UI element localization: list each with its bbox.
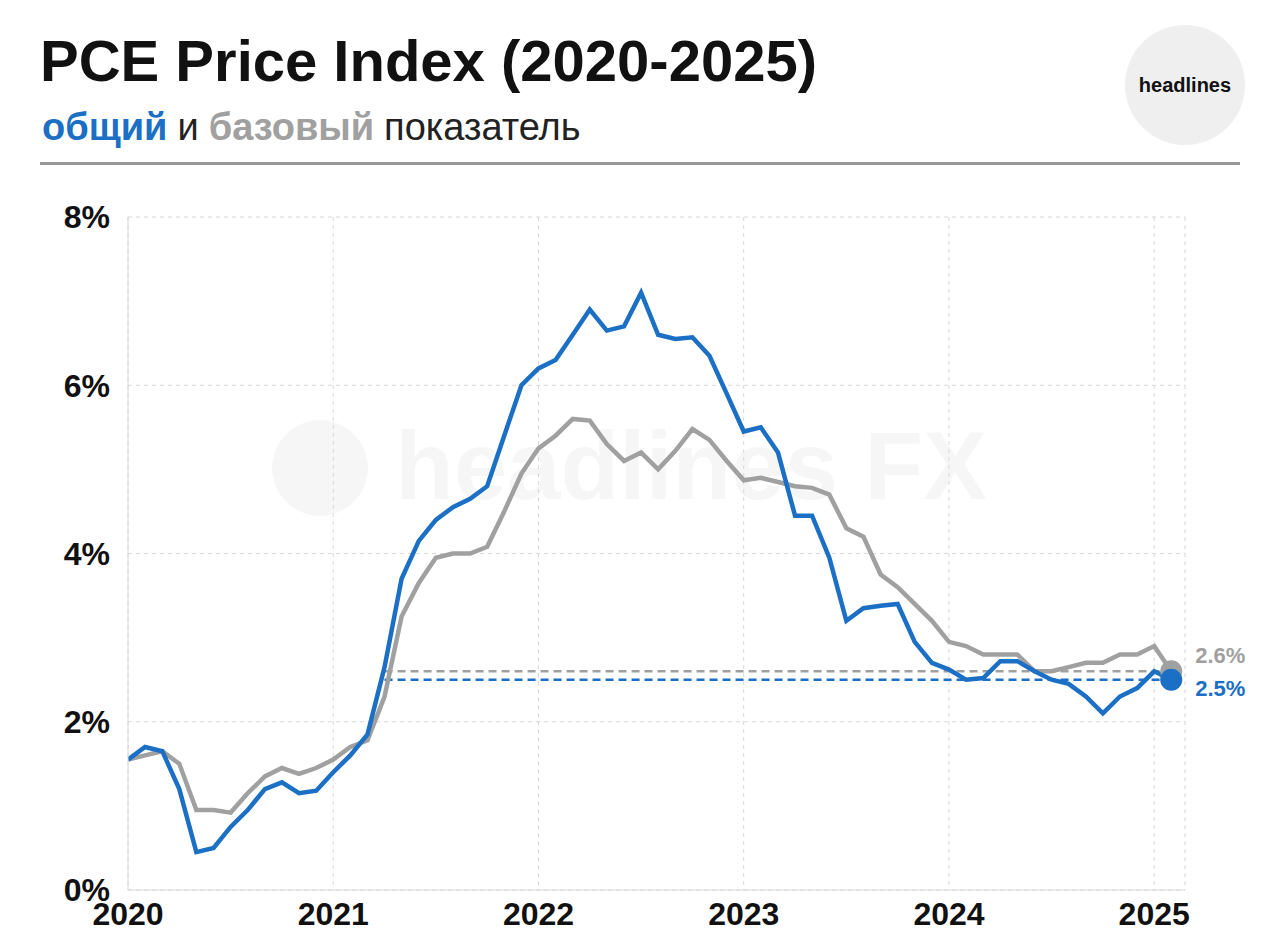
svg-text:4%: 4% <box>64 536 110 572</box>
svg-text:0%: 0% <box>64 872 110 908</box>
svg-text:2024: 2024 <box>913 896 984 932</box>
svg-text:2023: 2023 <box>708 896 779 932</box>
svg-text:6%: 6% <box>64 368 110 404</box>
svg-text:2.6%: 2.6% <box>1195 643 1245 668</box>
html-text:PCE Price Index (2020-2025): PCE Price Index (2020-2025) <box>40 28 817 93</box>
html-text:headlines FX: headlines FX <box>395 412 988 519</box>
html-text:headlines: headlines <box>1138 73 1232 96</box>
svg-text:2%: 2% <box>64 704 110 740</box>
svg-text:8%: 8% <box>64 199 110 235</box>
svg-text:2.5%: 2.5% <box>1195 676 1245 701</box>
svg-text:2022: 2022 <box>503 896 574 932</box>
svg-text:2020: 2020 <box>92 895 164 932</box>
html-text:общий и базовый показатель: общий и базовый показатель <box>42 106 581 148</box>
svg-text:2025: 2025 <box>1119 896 1190 932</box>
svg-text:2021: 2021 <box>298 896 369 932</box>
